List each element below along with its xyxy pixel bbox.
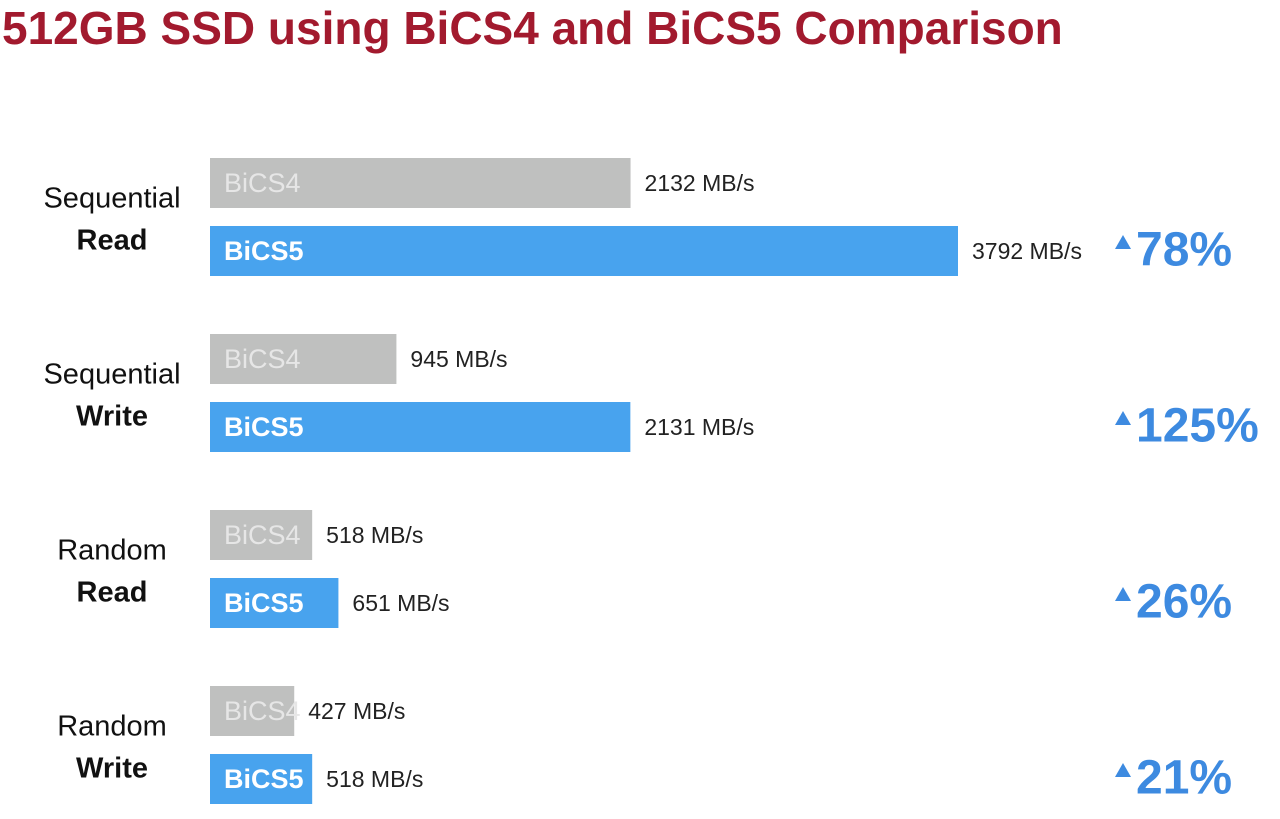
category-label: Read <box>77 225 148 257</box>
bar <box>210 334 397 384</box>
data-label: 3792 MB/s <box>972 238 1082 264</box>
category-label: Write <box>76 753 148 785</box>
bar-series-label: BiCS4 <box>224 168 301 198</box>
bar <box>210 510 313 560</box>
bar <box>210 578 339 628</box>
category-label: Random <box>57 711 167 743</box>
bar <box>210 158 631 208</box>
data-label: 945 MB/s <box>410 346 507 372</box>
bar <box>210 226 958 276</box>
data-label: 2131 MB/s <box>644 414 754 440</box>
up-arrow <box>1115 587 1131 601</box>
data-label: 518 MB/s <box>326 522 423 548</box>
category-label: Write <box>76 401 148 433</box>
bar <box>210 402 631 452</box>
chart-title: 512GB SSD using BiCS4 and BiCS5 Comparis… <box>2 2 1063 54</box>
up-arrow <box>1115 763 1131 777</box>
category-label: Random <box>57 535 167 567</box>
bar-series-label: BiCS5 <box>224 588 304 618</box>
data-label: 518 MB/s <box>326 766 423 792</box>
category-label: Sequential <box>43 359 180 391</box>
up-arrow <box>1115 411 1131 425</box>
data-label: 2132 MB/s <box>645 170 755 196</box>
bar <box>210 686 295 736</box>
bar-series-label: BiCS5 <box>224 236 304 266</box>
bar-series-label: BiCS4 <box>224 696 301 726</box>
bar <box>210 754 313 804</box>
improvement-label: 21% <box>1136 752 1232 805</box>
improvement-label: 125% <box>1136 400 1259 453</box>
bar-series-label: BiCS4 <box>224 520 301 550</box>
up-arrow <box>1115 235 1131 249</box>
bar-series-label: BiCS5 <box>224 764 304 794</box>
bar-series-label: BiCS5 <box>224 412 304 442</box>
improvement-label: 78% <box>1136 224 1232 277</box>
improvement-label: 26% <box>1136 576 1232 629</box>
data-label: 651 MB/s <box>352 590 449 616</box>
bar-series-label: BiCS4 <box>224 344 301 374</box>
category-label: Sequential <box>43 183 180 215</box>
data-label: 427 MB/s <box>308 698 405 724</box>
category-label: Read <box>77 577 148 609</box>
